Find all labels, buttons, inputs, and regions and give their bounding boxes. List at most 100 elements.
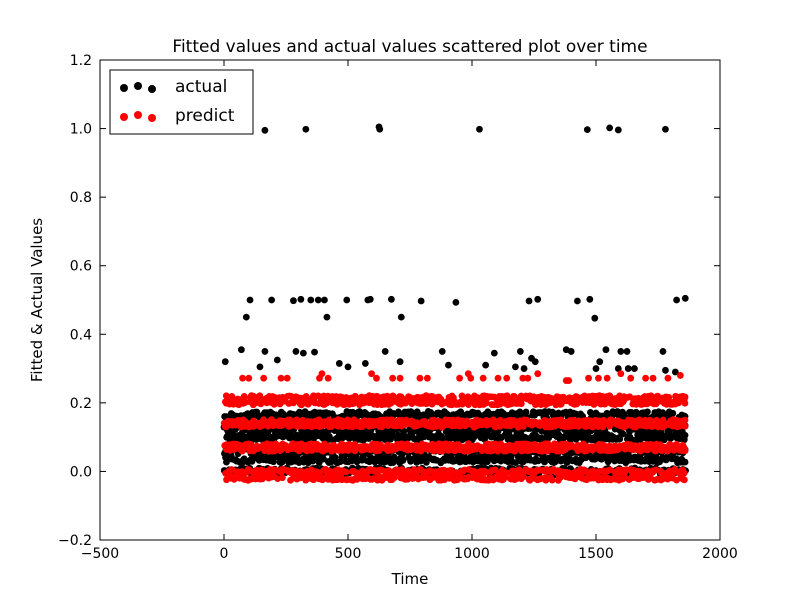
predict-point xyxy=(239,374,247,382)
actual-point xyxy=(520,365,528,372)
legend-actual-marker xyxy=(134,82,142,90)
actual-point xyxy=(376,125,384,133)
predict-point xyxy=(260,374,268,382)
predict-point xyxy=(450,394,457,402)
actual-point xyxy=(321,296,328,304)
plot-frame xyxy=(99,59,721,541)
predict-point xyxy=(278,474,286,482)
legend: actual predict xyxy=(109,69,254,135)
actual-point xyxy=(445,361,452,369)
actual-point xyxy=(344,363,352,371)
actual-point xyxy=(681,458,689,466)
legend-predict-marker xyxy=(148,114,156,122)
actual-point xyxy=(662,125,669,133)
predict-point xyxy=(494,374,502,382)
legend-actual-label: actual xyxy=(175,77,227,97)
actual-point xyxy=(237,346,245,354)
predict-point xyxy=(503,374,511,382)
predict-point xyxy=(399,396,407,404)
y-tick-label: −0.2 xyxy=(58,533,92,549)
predict-point xyxy=(414,419,421,427)
actual-point xyxy=(343,296,351,304)
predict-point xyxy=(665,393,673,401)
actual-point xyxy=(273,356,281,364)
legend-predict-marker xyxy=(120,113,128,121)
actual-point xyxy=(596,358,604,366)
actual-point xyxy=(531,358,539,366)
predict-point xyxy=(681,393,689,401)
y-tick-label: 0.4 xyxy=(70,327,92,343)
actual-point xyxy=(261,348,269,355)
predict-point xyxy=(465,401,472,408)
predict-point xyxy=(368,370,375,378)
predict-point xyxy=(681,476,688,484)
chart-title: Fitted values and actual values scattere… xyxy=(172,37,647,57)
actual-point xyxy=(323,313,331,321)
predict-point xyxy=(681,416,689,424)
actual-point xyxy=(662,366,669,374)
actual-point xyxy=(631,365,638,372)
predict-point xyxy=(331,443,338,451)
predict-point xyxy=(627,374,635,382)
predict-point xyxy=(396,374,404,382)
predict-point xyxy=(664,374,672,382)
x-tick-label: 0 xyxy=(220,546,229,562)
actual-point xyxy=(400,427,408,435)
actual-point xyxy=(678,427,686,435)
actual-point xyxy=(592,365,600,372)
actual-point xyxy=(319,428,326,436)
predict-point xyxy=(680,443,688,451)
actual-point xyxy=(452,299,460,306)
predict-point xyxy=(421,418,429,426)
actual-point xyxy=(602,346,610,354)
data-points-layer xyxy=(220,123,689,484)
actual-point xyxy=(397,313,405,321)
actual-point xyxy=(256,363,264,371)
actual-point xyxy=(307,296,315,304)
predict-point xyxy=(642,374,649,382)
predict-point xyxy=(456,374,463,382)
legend-predict-marker xyxy=(134,111,142,119)
actual-point xyxy=(567,348,575,355)
predict-point xyxy=(389,374,397,382)
predict-point xyxy=(565,377,573,384)
legend-predict-label: predict xyxy=(175,106,235,126)
actual-point xyxy=(292,348,300,355)
actual-point xyxy=(399,457,407,464)
predict-point xyxy=(476,443,484,451)
actual-point xyxy=(290,297,297,305)
x-axis-label: Time xyxy=(391,570,429,588)
actual-point xyxy=(671,368,679,376)
predict-point xyxy=(277,374,285,382)
y-tick-label: 1.0 xyxy=(70,122,92,138)
actual-point xyxy=(525,297,533,305)
actual-point xyxy=(335,360,343,367)
predict-point xyxy=(373,374,380,382)
predict-point xyxy=(559,393,567,401)
actual-point xyxy=(522,408,530,416)
actual-point xyxy=(659,348,667,355)
legend-box xyxy=(109,69,254,135)
predict-point xyxy=(479,374,487,382)
actual-point xyxy=(624,365,632,372)
predict-point xyxy=(568,441,576,449)
predict-point xyxy=(404,475,412,483)
actual-point xyxy=(302,125,310,133)
predict-point xyxy=(283,374,291,382)
actual-point xyxy=(476,125,483,133)
x-tick-label: 1000 xyxy=(454,546,490,562)
y-axis-label: Fitted & Actual Values xyxy=(28,218,46,382)
legend-actual-marker xyxy=(148,85,156,93)
actual-point xyxy=(388,295,395,303)
predict-point xyxy=(634,394,642,402)
actual-point xyxy=(299,349,307,357)
predict-point xyxy=(318,370,326,378)
predict-point xyxy=(680,469,688,477)
predict-point xyxy=(519,374,527,382)
predict-point xyxy=(477,417,485,425)
predict-point xyxy=(585,374,592,382)
predict-point xyxy=(647,417,654,424)
actual-point xyxy=(261,126,269,134)
predict-point xyxy=(467,374,475,382)
actual-point xyxy=(534,295,542,303)
